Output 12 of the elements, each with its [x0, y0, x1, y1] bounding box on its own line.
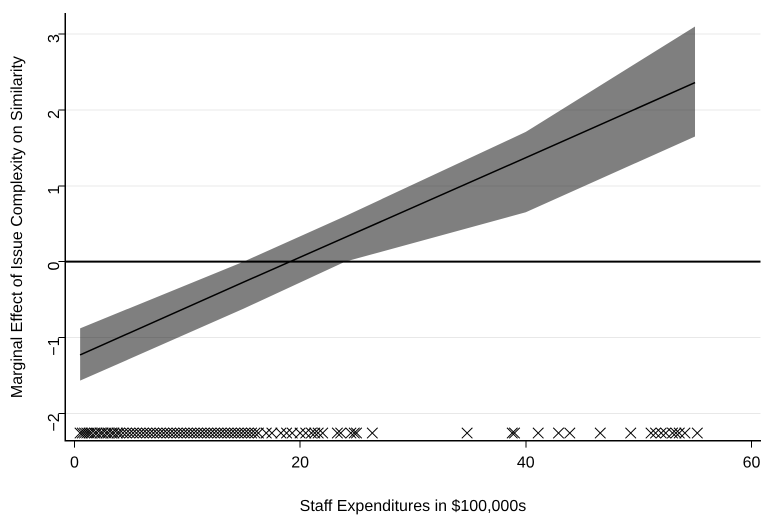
y-tick-label: −2: [46, 413, 63, 432]
y-tick-label: −1: [46, 337, 63, 356]
y-tick-label: 1: [46, 186, 63, 195]
x-tick-label: 40: [516, 454, 535, 472]
y-tick-label: 2: [46, 110, 63, 119]
y-tick-label: 0: [46, 262, 63, 271]
x-tick-label: 0: [70, 454, 79, 472]
x-axis-title: Staff Expenditures in $100,000s: [300, 498, 526, 515]
x-tick-label: 20: [291, 454, 310, 472]
y-tick-label: 3: [46, 34, 63, 43]
y-axis-title: Marginal Effect of Issue Complexity on Similarity: [9, 56, 26, 398]
x-tick-label: 60: [742, 454, 760, 472]
